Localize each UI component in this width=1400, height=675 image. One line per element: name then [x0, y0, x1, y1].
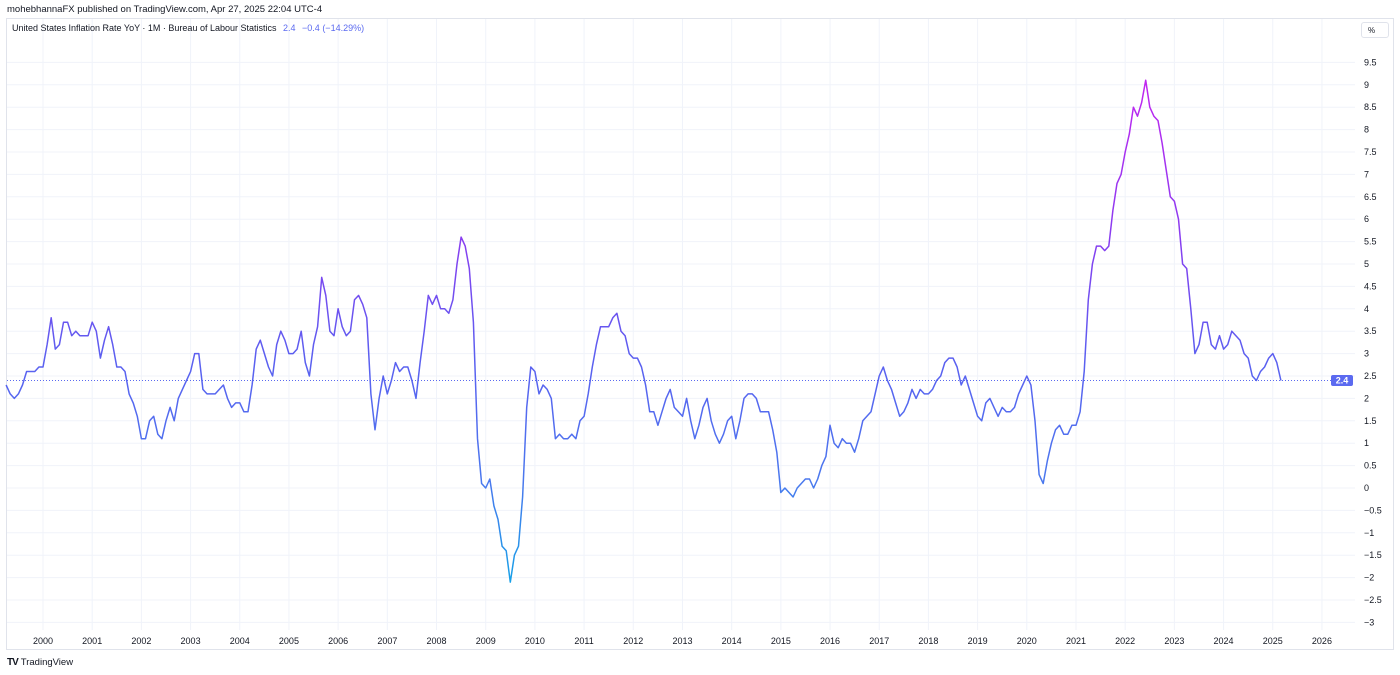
y-tick-label: −1	[1364, 528, 1374, 538]
grid-lines	[7, 19, 1355, 630]
y-tick-label: 0	[1364, 483, 1369, 493]
y-tick-label: 6	[1364, 214, 1369, 224]
y-tick-label: 7	[1364, 169, 1369, 179]
y-tick-label: −2	[1364, 573, 1374, 583]
x-tick-label: 2006	[328, 636, 348, 646]
y-tick-label: 3	[1364, 349, 1369, 359]
y-tick-label: 5	[1364, 259, 1369, 269]
x-axis: 2000 2001 2002 2003 2004 2005 2006 2007 2008 2009…	[33, 636, 1332, 646]
y-tick-label: 9	[1364, 80, 1369, 90]
y-tick-label: 8	[1364, 125, 1369, 135]
x-tick-label: 2015	[771, 636, 791, 646]
x-tick-label: 2000	[33, 636, 53, 646]
y-tick-label: −2.5	[1364, 595, 1382, 605]
x-tick-label: 2018	[918, 636, 938, 646]
x-tick-label: 2001	[82, 636, 102, 646]
y-tick-label: −0.5	[1364, 505, 1382, 515]
legend-last-value: 2.4	[283, 23, 296, 33]
y-tick-label: 1	[1364, 438, 1369, 448]
x-tick-label: 2008	[427, 636, 447, 646]
last-value-badge: 2.4	[1331, 374, 1353, 386]
x-tick-label: 2004	[230, 636, 250, 646]
x-tick-label: 2014	[722, 636, 742, 646]
y-axis: 9.5 9 8.5 8 7.5 7 6.5 6 5.5 5 4.5 4 3.5 3 2.5 2 1.5 1 0.5 0…	[1364, 57, 1382, 627]
x-tick-label: 2019	[968, 636, 988, 646]
x-tick-label: 2025	[1263, 636, 1283, 646]
x-tick-label: 2023	[1164, 636, 1184, 646]
x-tick-label: 2020	[1017, 636, 1037, 646]
legend-title: United States Inflation Rate YoY · 1M · …	[12, 23, 277, 33]
x-tick-label: 2016	[820, 636, 840, 646]
y-tick-label: −1.5	[1364, 550, 1382, 560]
x-tick-label: 2026	[1312, 636, 1332, 646]
x-tick-label: 2012	[623, 636, 643, 646]
y-tick-label: 3.5	[1364, 326, 1377, 336]
x-tick-label: 2024	[1214, 636, 1234, 646]
unit-button[interactable]: %	[1361, 22, 1389, 38]
y-tick-label: 5.5	[1364, 237, 1377, 247]
x-tick-label: 2005	[279, 636, 299, 646]
tradingview-logo-icon: TV	[7, 657, 19, 668]
y-tick-label: 1.5	[1364, 416, 1377, 426]
x-tick-label: 2013	[672, 636, 692, 646]
y-tick-label: 0.5	[1364, 461, 1377, 471]
y-tick-label: 9.5	[1364, 57, 1377, 67]
y-tick-label: 6.5	[1364, 192, 1377, 202]
x-tick-label: 2021	[1066, 636, 1086, 646]
brand-name: TradingView	[20, 657, 74, 668]
inflation-series-line	[5, 79, 1282, 583]
series-legend[interactable]: United States Inflation Rate YoY · 1M · …	[12, 23, 364, 33]
x-tick-label: 2017	[869, 636, 889, 646]
x-tick-label: 2011	[574, 636, 593, 646]
legend-change: −0.4 (−14.29%)	[302, 23, 365, 33]
x-tick-label: 2007	[377, 636, 397, 646]
y-tick-label: 4	[1364, 304, 1369, 314]
x-tick-label: 2009	[476, 636, 496, 646]
y-tick-label: 2.5	[1364, 371, 1377, 381]
y-tick-label: 7.5	[1364, 147, 1377, 157]
tradingview-logo[interactable]: TV TradingView	[7, 657, 73, 668]
publisher-line: mohebhannaFX published on TradingView.co…	[7, 4, 323, 15]
x-tick-label: 2003	[181, 636, 201, 646]
last-value-badge-text: 2.4	[1336, 375, 1349, 385]
y-tick-label: −3	[1364, 617, 1374, 627]
x-tick-label: 2010	[525, 636, 545, 646]
y-tick-label: 2	[1364, 393, 1369, 403]
y-tick-label: 4.5	[1364, 281, 1377, 291]
x-tick-label: 2022	[1115, 636, 1135, 646]
x-tick-label: 2002	[131, 636, 151, 646]
chart-frame	[6, 18, 1394, 650]
y-tick-label: 8.5	[1364, 102, 1377, 112]
